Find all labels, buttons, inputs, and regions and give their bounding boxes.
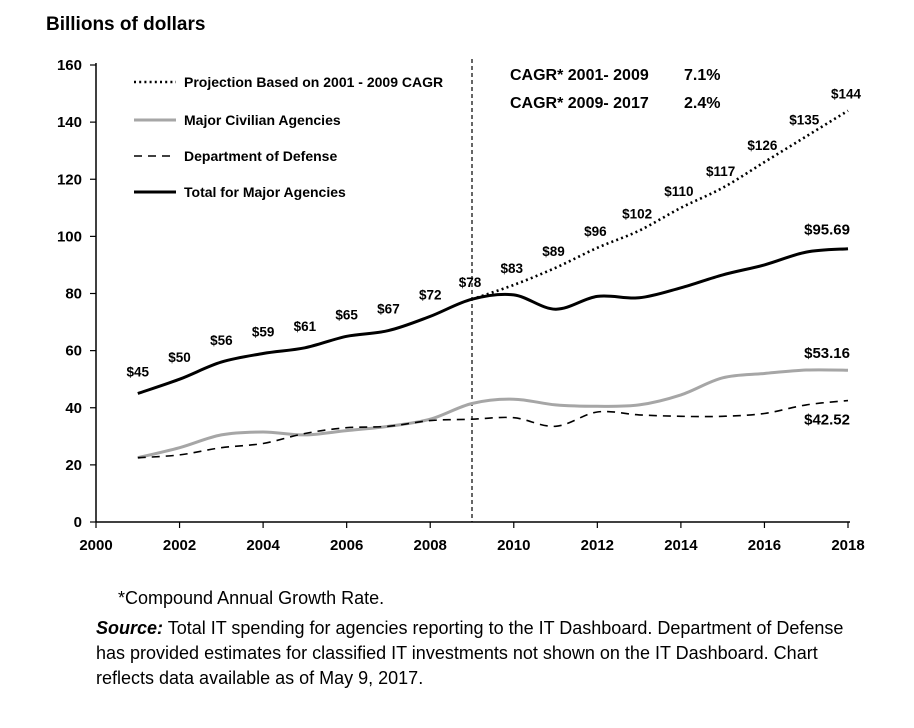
y-tick-label: 140 — [57, 114, 82, 131]
data-label: $102 — [622, 207, 652, 222]
x-tick-label: 2010 — [497, 537, 530, 554]
x-tick-label: 2006 — [330, 537, 363, 554]
data-label: $135 — [789, 112, 820, 127]
end-value-label: $42.52 — [804, 412, 850, 429]
data-label: $89 — [542, 244, 565, 259]
legend-label: Projection Based on 2001 - 2009 CAGR — [184, 74, 443, 90]
legend-label: Major Civilian Agencies — [184, 112, 341, 128]
source-note: Source: Total IT spending for agencies r… — [96, 616, 866, 691]
data-label: $45 — [127, 364, 150, 379]
data-label: $50 — [168, 350, 191, 365]
series-layer — [137, 109, 849, 460]
legend: Projection Based on 2001 - 2009 CAGR Majo… — [134, 74, 443, 200]
data-label: $83 — [501, 261, 524, 276]
cagr-annotations: CAGR* 2001- 2009 7.1% CAGR* 2009- 2017 2.4% — [510, 67, 720, 112]
data-labels: $45 $50 $56 $59 $61 $65 $67 $72 $78 $83 $89 $96 $102… — [127, 87, 862, 429]
data-label: $96 — [584, 224, 607, 239]
series-total — [137, 247, 849, 395]
y-tick-label: 80 — [65, 286, 82, 303]
data-label: $72 — [419, 287, 442, 302]
data-label: $65 — [335, 307, 358, 322]
footnote: *Compound Annual Growth Rate. — [118, 588, 385, 608]
y-tick-label: 40 — [65, 400, 82, 417]
y-tick-label: 100 — [57, 228, 82, 245]
series-defense — [137, 399, 849, 459]
cagr-label: CAGR* 2009- 2017 — [510, 95, 649, 112]
end-value-label: $53.16 — [804, 345, 850, 362]
x-tick-label: 2004 — [246, 537, 280, 554]
axes: 0 20 40 60 80 100 120 140 160 2000 2002 2004 2006 200… — [57, 57, 865, 554]
data-label: $144 — [831, 87, 862, 102]
data-label: $59 — [252, 324, 275, 339]
series-projection — [471, 109, 849, 301]
data-label: $56 — [210, 333, 233, 348]
x-tick-label: 2018 — [831, 537, 864, 554]
legend-label: Total for Major Agencies — [184, 184, 346, 200]
data-label: $126 — [747, 138, 778, 153]
line-chart: Billions of dollars 0 20 40 60 80 100 120 140 16… — [46, 14, 865, 554]
x-tick-label: 2008 — [414, 537, 447, 554]
x-tick-label: 2012 — [581, 537, 614, 554]
data-label: $78 — [459, 275, 482, 290]
y-tick-label: 0 — [74, 514, 82, 531]
x-tick-label: 2016 — [748, 537, 781, 554]
y-tick-label: 120 — [57, 171, 82, 188]
cagr-value: 2.4% — [684, 95, 720, 112]
cagr-label: CAGR* 2001- 2009 — [510, 67, 649, 84]
x-tick-label: 2014 — [664, 537, 698, 554]
series-civilian — [137, 368, 849, 460]
y-axis-title: Billions of dollars — [46, 14, 205, 35]
end-value-label: $95.69 — [804, 222, 850, 239]
data-label: $110 — [664, 184, 693, 199]
source-text: Total IT spending for agencies reporting… — [96, 618, 844, 688]
x-tick-label: 2000 — [79, 537, 112, 554]
cagr-value: 7.1% — [684, 67, 720, 84]
x-tick-label: 2002 — [163, 537, 196, 554]
legend-label: Department of Defense — [184, 148, 337, 164]
data-label: $117 — [706, 164, 735, 179]
data-label: $61 — [294, 319, 317, 334]
source-label: Source: — [96, 618, 164, 638]
y-tick-label: 60 — [65, 343, 82, 360]
data-label: $67 — [377, 302, 400, 317]
y-tick-label: 20 — [65, 457, 82, 474]
y-tick-label: 160 — [57, 57, 82, 74]
